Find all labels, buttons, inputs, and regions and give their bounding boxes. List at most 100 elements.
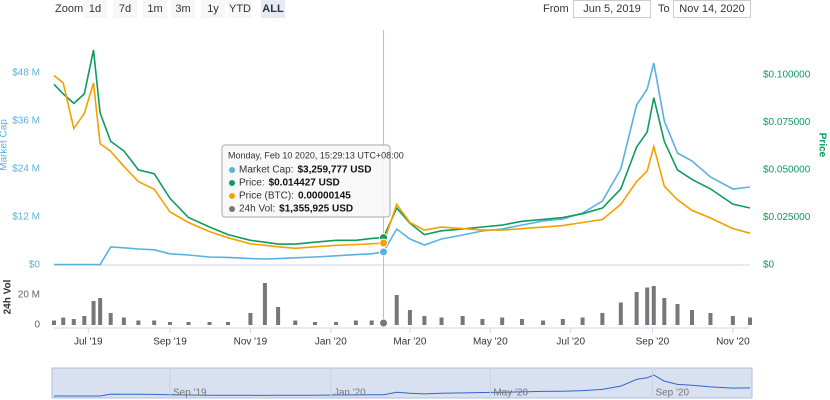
- navigator-tick-label: Sep '19: [173, 388, 207, 399]
- y2-tick-label: $0.050000: [763, 165, 811, 176]
- tooltip-value: $3,259,777 USD: [297, 165, 371, 176]
- y2-tick-label: $0.100000: [763, 69, 811, 80]
- zoom-button[interactable]: 1d: [83, 0, 107, 18]
- zoom-button[interactable]: ALL: [261, 0, 285, 18]
- volume-bar: [353, 320, 358, 325]
- volume-tick-label: 20 M: [18, 290, 40, 301]
- volume-bar: [708, 313, 713, 325]
- volume-bar: [439, 317, 444, 325]
- volume-bar: [407, 310, 412, 325]
- volume-bar: [394, 295, 399, 325]
- volume-bar: [334, 322, 339, 325]
- hover-marker: [379, 247, 389, 257]
- tooltip-bullet: [229, 206, 235, 212]
- navigator-bg: [51, 367, 753, 399]
- volume-bar: [460, 316, 465, 325]
- volume-bar: [690, 310, 694, 325]
- volume-bar: [82, 316, 87, 325]
- volume-tick-label: 0: [34, 320, 40, 331]
- volume-bar: [168, 322, 172, 325]
- volume-bar: [313, 322, 317, 325]
- volume-bar: [634, 292, 639, 325]
- tooltip-box: [221, 144, 391, 218]
- volume-axis-title: 24h Vol: [3, 279, 14, 314]
- volume-bar: [519, 319, 524, 325]
- from-input[interactable]: Jun 5, 2019: [573, 0, 651, 18]
- navigator-line: [54, 374, 751, 397]
- volume-bar: [262, 283, 267, 325]
- volume-bar: [226, 322, 230, 325]
- volume-bar: [651, 286, 656, 325]
- tooltip-title: Monday, Feb 10 2020, 15:29:13 UTC+08:00: [228, 150, 404, 160]
- volume-bar: [600, 313, 605, 325]
- x-tick-label: Jul '20: [556, 337, 585, 348]
- volume-bar: [207, 322, 212, 325]
- volume-bar: [369, 320, 374, 325]
- y2-axis-title: Price: [816, 133, 827, 158]
- volume-bar: [121, 317, 126, 325]
- zoom-button[interactable]: 7d: [113, 0, 137, 18]
- tooltip-bullet: [229, 193, 235, 199]
- to-input[interactable]: Nov 14, 2020: [673, 0, 751, 18]
- volume-bar: [662, 298, 667, 325]
- zoom-button[interactable]: 1y: [201, 0, 225, 18]
- zoom-button[interactable]: YTD: [228, 0, 252, 18]
- tooltip-bullet: [229, 180, 235, 186]
- tooltip-bullet: [229, 167, 235, 173]
- y2-tick-label: $0.075000: [763, 117, 811, 128]
- series-line: [53, 74, 751, 250]
- zoom-button[interactable]: 1m: [143, 0, 167, 18]
- navigator-tick-label: May '20: [493, 388, 528, 399]
- volume-bar: [580, 317, 585, 325]
- y-axis-title: Market Cap: [0, 119, 10, 171]
- y-tick-label: $0: [29, 260, 41, 271]
- tooltip-label: Market Cap:: [239, 165, 293, 176]
- volume-bar: [248, 313, 253, 325]
- x-tick-label: Nov '19: [234, 337, 268, 348]
- from-label: From: [543, 3, 569, 15]
- volume-bar: [541, 320, 546, 325]
- volume-bar: [61, 317, 66, 325]
- volume-bar: [645, 287, 650, 325]
- tooltip-label: Price (BTC):: [239, 191, 294, 202]
- navigator-tick-label: Sep '20: [655, 388, 689, 399]
- hover-marker: [379, 238, 389, 248]
- volume-bar: [71, 319, 76, 325]
- volume-bar: [98, 298, 103, 325]
- volume-bar: [108, 313, 113, 325]
- volume-bar: [186, 322, 191, 325]
- zoom-button[interactable]: 3m: [171, 0, 195, 18]
- x-tick-label: Jan '20: [315, 337, 347, 348]
- tooltip-value: $0.014427 USD: [269, 178, 340, 189]
- tooltip-label: Price:: [239, 178, 265, 189]
- x-tick-label: Nov '20: [716, 337, 750, 348]
- y2-tick-label: $0: [763, 260, 775, 271]
- volume-bar: [136, 320, 141, 325]
- volume-bar: [152, 320, 157, 325]
- volume-bar: [52, 320, 56, 325]
- zoom-label: Zoom: [55, 3, 84, 15]
- y-tick-label: $12 M: [12, 212, 40, 223]
- tooltip-label: 24h Vol:: [239, 204, 275, 215]
- volume-bar: [480, 319, 485, 325]
- volume-bar: [618, 302, 623, 325]
- volume-bar: [560, 319, 565, 325]
- navigator-tick-label: Jan '20: [334, 388, 366, 399]
- volume-bar: [422, 316, 427, 325]
- tooltip-value: 0.00000145: [298, 191, 351, 202]
- x-tick-label: Mar '20: [393, 337, 426, 348]
- tooltip-value: $1,355,925 USD: [279, 204, 353, 215]
- x-tick-label: Sep '20: [636, 337, 670, 348]
- y2-tick-label: $0.025000: [763, 212, 811, 223]
- volume-bar: [500, 317, 505, 325]
- y-tick-label: $48 M: [12, 68, 40, 79]
- volume-bar: [730, 316, 735, 325]
- volume-bar: [675, 304, 680, 325]
- series-line: [53, 49, 751, 245]
- tooltip: Monday, Feb 10 2020, 15:29:13 UTC+08:00 M…: [221, 144, 404, 218]
- volume-bar: [748, 317, 752, 325]
- to-label: To: [658, 3, 670, 15]
- y-tick-label: $24 M: [12, 164, 40, 175]
